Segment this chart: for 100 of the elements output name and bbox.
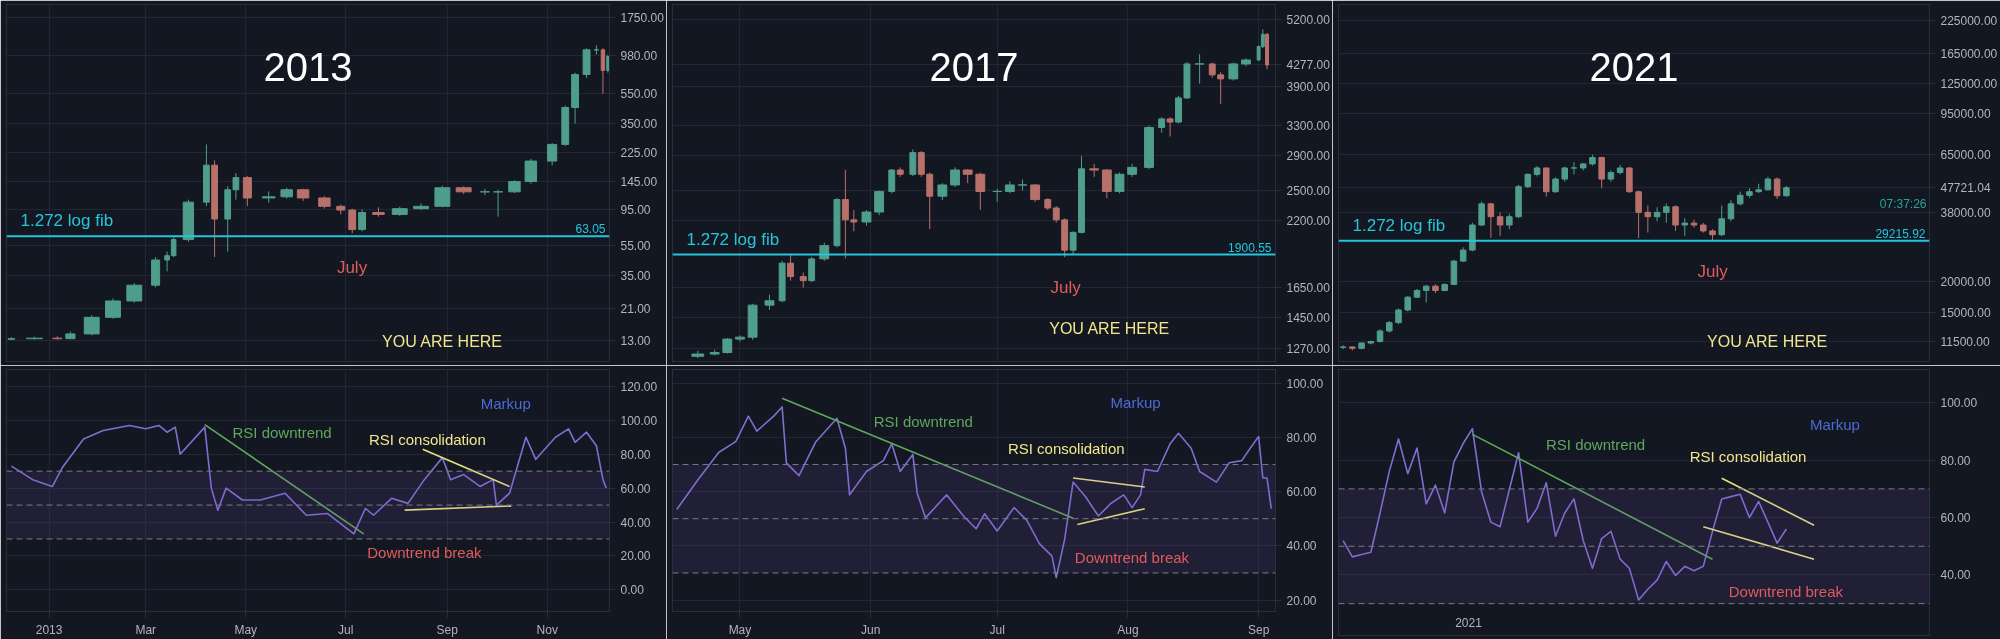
candlestick xyxy=(1339,344,1347,350)
annotation: YOU ARE HERE xyxy=(382,333,503,351)
y-tick-label: 65000.00 xyxy=(1940,147,1991,162)
candlestick xyxy=(735,334,745,343)
candlestick xyxy=(1543,167,1550,197)
y-tick-label: 350.00 xyxy=(620,117,658,132)
ref-line-label: 1.272 log fib xyxy=(1352,215,1446,235)
y-tick-label: 40.00 xyxy=(1940,568,1971,583)
candlestick xyxy=(1773,176,1781,200)
annotation: July xyxy=(1697,262,1729,282)
y-tick-label: 4277.00 xyxy=(1286,58,1331,73)
y-tick-label: 1450.00 xyxy=(1286,311,1331,326)
y-tick-label: 80.00 xyxy=(1286,430,1317,445)
y-tick-label: 95.00 xyxy=(620,202,651,217)
line-series xyxy=(10,424,608,535)
x-tick-label: Sep xyxy=(436,622,459,637)
y-tick-label: 20000.00 xyxy=(1940,275,1991,290)
y-tick-label: 38000.00 xyxy=(1940,205,1991,220)
candlestick xyxy=(909,148,917,177)
y-tick-label: 55.00 xyxy=(620,238,651,253)
y-tick-label: 5200.00 xyxy=(1286,12,1331,27)
x-tick-label: Jul xyxy=(989,622,1005,637)
candlestick xyxy=(808,256,816,283)
ref-line-label: 1.272 log fib xyxy=(686,229,780,249)
annotation: 63.05 xyxy=(575,222,606,237)
candlestick xyxy=(547,142,558,167)
annotation: Markup xyxy=(480,395,531,413)
annotation: RSI downtrend xyxy=(873,413,973,431)
x-tick-label: May xyxy=(234,622,258,637)
annotation: RSI downtrend xyxy=(1545,436,1646,454)
annotation: YOU ARE HERE xyxy=(1049,319,1170,337)
y-tick-label: 3300.00 xyxy=(1286,119,1331,134)
candlestick xyxy=(1626,166,1633,194)
y-tick-label: 80.00 xyxy=(620,447,651,462)
candlestick xyxy=(841,169,849,259)
candlestick xyxy=(1653,206,1661,222)
candlestick xyxy=(242,175,252,207)
x-tick-label: Nov xyxy=(536,622,558,637)
candlestick xyxy=(1718,204,1725,237)
candlestick xyxy=(1478,201,1485,227)
x-tick-label: 2013 xyxy=(35,622,63,637)
y-tick-label: 225000.00 xyxy=(1940,13,1998,28)
y-tick-label: 3900.00 xyxy=(1286,80,1331,95)
annotation: July xyxy=(336,258,368,278)
x-tick-label: Sep xyxy=(1247,622,1270,637)
y-tick-label: 550.00 xyxy=(620,87,658,102)
y-tick-label: 40.00 xyxy=(620,515,651,530)
y-tick-label: 47721.04 xyxy=(1940,181,1991,196)
candlestick xyxy=(1727,199,1735,222)
candlestick xyxy=(1635,190,1642,239)
candlestick xyxy=(1496,211,1504,237)
y-tick-label: 1750.00 xyxy=(620,11,665,26)
candlestick xyxy=(950,166,960,188)
annotation: 07:37:26 xyxy=(1879,197,1927,212)
candlestick xyxy=(1598,156,1605,189)
y-tick-label: 100.00 xyxy=(620,413,658,428)
annotation: Downtrend break xyxy=(1074,549,1190,567)
y-tick-label: 165000.00 xyxy=(1940,47,1998,62)
candlestick xyxy=(850,209,858,232)
annotation: Markup xyxy=(1809,415,1860,433)
y-tick-label: 60.00 xyxy=(1940,511,1971,526)
y-tick-label: 1650.00 xyxy=(1286,281,1331,296)
y-tick-label: 100.00 xyxy=(1940,396,1978,411)
annotation: YOU ARE HERE xyxy=(1707,333,1828,351)
annotation: July xyxy=(1050,277,1082,297)
y-tick-label: 20.00 xyxy=(620,549,651,564)
annotation: RSI downtrend xyxy=(232,423,332,441)
y-tick-label: 60.00 xyxy=(1286,485,1317,500)
annotation: 2021 xyxy=(1455,615,1483,630)
y-tick-label: 145.00 xyxy=(620,175,658,190)
y-tick-label: 1270.00 xyxy=(1286,342,1331,357)
annotation: RSI consolidation xyxy=(369,431,486,449)
candlestick xyxy=(787,254,795,282)
annotation: RSI consolidation xyxy=(1689,448,1807,466)
y-tick-label: 2500.00 xyxy=(1286,184,1331,199)
text: 2017 xyxy=(929,44,1019,89)
candlestick xyxy=(1672,204,1679,232)
x-tick-label: Jun xyxy=(861,622,881,637)
x-tick-label: Mar xyxy=(135,622,157,637)
y-tick-label: 2900.00 xyxy=(1286,149,1331,164)
candlestick xyxy=(492,189,504,218)
y-tick-label: 13.00 xyxy=(620,333,651,348)
x-tick-label: Aug xyxy=(1117,622,1139,637)
candlestick xyxy=(1663,202,1670,224)
candlestick xyxy=(1487,202,1495,239)
y-tick-label: 11500.00 xyxy=(1940,335,1990,350)
annotation: RSI consolidation xyxy=(1007,440,1125,458)
annotation: 29215.92 xyxy=(1875,226,1926,241)
candlestick xyxy=(1166,116,1174,137)
y-tick-label: 125000.00 xyxy=(1940,77,1998,92)
candlestick xyxy=(1644,204,1652,234)
ref-line-label: 1.272 log fib xyxy=(20,211,114,231)
y-tick-label: 0.00 xyxy=(620,583,645,598)
y-tick-label: 15000.00 xyxy=(1940,306,1991,321)
candlestick xyxy=(358,208,367,232)
x-tick-label: Jul xyxy=(338,622,354,637)
y-tick-label: 980.00 xyxy=(620,49,658,64)
y-tick-label: 100.00 xyxy=(1286,376,1324,391)
candlestick xyxy=(1690,219,1698,229)
y-tick-label: 95000.00 xyxy=(1940,106,1991,121)
